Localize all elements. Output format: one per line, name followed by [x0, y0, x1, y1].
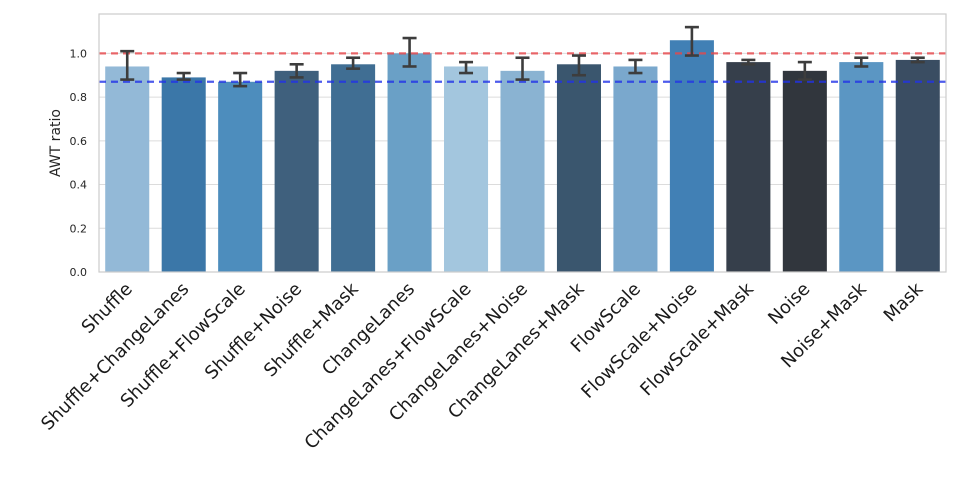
- bar-changelanes: [387, 53, 432, 273]
- plot-frame: [98, 13, 947, 273]
- bar-shuffle: [105, 66, 150, 272]
- error-bar: [346, 56, 361, 70]
- bar-changelanes-mask: [556, 64, 601, 272]
- error-bar: [854, 56, 869, 68]
- reference-lines: [99, 52, 946, 83]
- x-tick-label: Noise: [764, 279, 814, 329]
- y-tick-label: 0.8: [70, 91, 88, 104]
- error-bar: [515, 56, 530, 81]
- error-bar: [910, 56, 925, 64]
- error-bar: [628, 58, 643, 75]
- y-tick-label: 0.4: [70, 179, 88, 192]
- bar-noise: [782, 70, 827, 272]
- bars: [105, 40, 940, 273]
- error-bar: [741, 58, 756, 66]
- x-axis-labels: ShuffleShuffle+ChangeLanesShuffle+FlowSc…: [37, 278, 927, 453]
- bar-shuffle-flowscale: [218, 81, 263, 272]
- error-bars: [120, 25, 925, 88]
- y-tick-label: 0.0: [70, 266, 88, 279]
- bar-shuffle-mask: [331, 64, 376, 272]
- bar-shuffle-noise: [274, 70, 319, 272]
- error-bar: [233, 71, 248, 88]
- bar-changelanes-noise: [500, 70, 545, 272]
- x-tick-label: Shuffle+Noise: [201, 279, 306, 384]
- bar-mask: [895, 59, 940, 272]
- error-bar: [120, 49, 135, 81]
- y-tick-label: 0.2: [70, 222, 88, 235]
- error-bar: [571, 54, 586, 77]
- error-bar: [402, 36, 417, 68]
- y-tick-label: 1.0: [70, 47, 88, 60]
- x-tick-label: Mask: [880, 278, 928, 326]
- error-bar: [289, 62, 304, 79]
- y-axis-title: AWT ratio: [48, 109, 64, 177]
- bar-changelanes-flowscale: [444, 66, 489, 272]
- error-bar: [176, 71, 191, 81]
- y-tick-label: 0.6: [70, 135, 88, 148]
- error-bar: [459, 60, 474, 75]
- bar-shuffle-changelanes: [161, 77, 206, 273]
- error-bar: [684, 25, 699, 57]
- bar-flowscale-noise: [669, 40, 714, 272]
- bar-flowscale: [613, 66, 658, 272]
- bar-noise-mask: [839, 62, 884, 272]
- error-bar: [797, 60, 812, 81]
- bar-flowscale-mask: [726, 62, 771, 272]
- y-axis-ticks: 0.0 0.2 0.4 0.6 0.8 1.0: [70, 47, 88, 279]
